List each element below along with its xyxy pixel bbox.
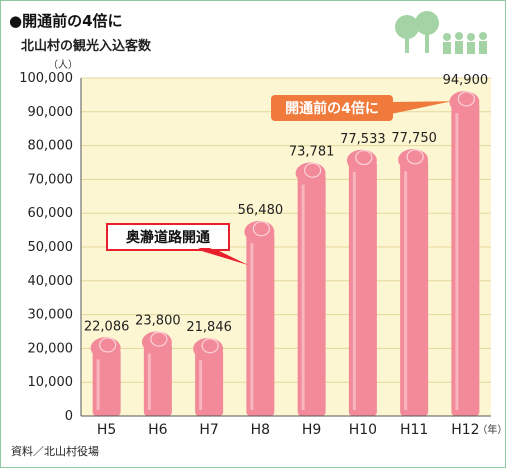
callout-road-opening-pointer-fill [198,248,212,251]
chart-subtitle: 北山村の観光入込客数 [21,39,152,54]
value-label: 21,846 [186,320,232,335]
bar [398,149,429,416]
value-label: 23,800 [135,314,181,329]
x-tick-label: H7 [199,422,218,438]
value-label: 73,781 [289,145,335,160]
y-tick-label: 100,000 [19,71,73,86]
y-tick-label: 30,000 [28,308,74,323]
bar [295,162,326,416]
bar [449,91,480,416]
callout-road-opening-pointer [195,249,249,266]
callout-four-times-label: 開通前の4倍に [285,100,379,117]
value-label: 22,086 [84,319,130,334]
y-tick-label: 80,000 [28,139,74,154]
value-label: 77,750 [391,131,437,146]
x-tick-label: H9 [302,422,321,438]
value-label: 77,533 [340,132,386,147]
callout-road-opening-box [106,223,230,251]
callout-four-times-box [271,95,393,121]
source-note: 資料／北山村役場 [11,445,99,458]
value-label: 56,480 [238,203,284,218]
chart-title: ●開通前の4倍に [9,12,123,30]
y-tick-label: 40,000 [28,274,74,289]
x-tick-label: H10 [349,422,377,438]
people-trees-icon [395,11,487,54]
x-tick-label: H8 [251,422,270,438]
bar [346,149,377,416]
bar [244,220,275,416]
value-label: 94,900 [443,73,489,88]
y-tick-label: 20,000 [28,341,74,356]
x-tick-label: H6 [148,422,168,438]
x-tick-label: H12 [451,422,479,438]
y-tick-label: 10,000 [28,375,74,390]
y-tick-label: 60,000 [28,206,74,221]
y-tick-label: 90,000 [28,105,74,120]
bar [90,337,121,416]
bar [141,331,172,416]
x-axis-unit: （年） [477,423,505,436]
bar [193,337,224,416]
callout-four-times-pointer [391,101,452,114]
bar-chart: 0 10,000 20,000 30,000 40,000 50,000 60,000 70,… [19,71,505,438]
callout-four-times: 開通前の4倍に [271,95,452,121]
y-axis-unit: （人） [48,60,78,71]
x-tick-label: H11 [400,422,428,438]
x-tick-label: H5 [97,422,116,438]
y-tick-label: 0 [65,409,73,424]
y-tick-label: 70,000 [28,172,74,187]
callout-road-opening: 奥瀞道路開通 [106,223,249,266]
y-tick-label: 50,000 [28,240,74,255]
callout-road-opening-label: 奥瀞道路開通 [126,229,210,246]
